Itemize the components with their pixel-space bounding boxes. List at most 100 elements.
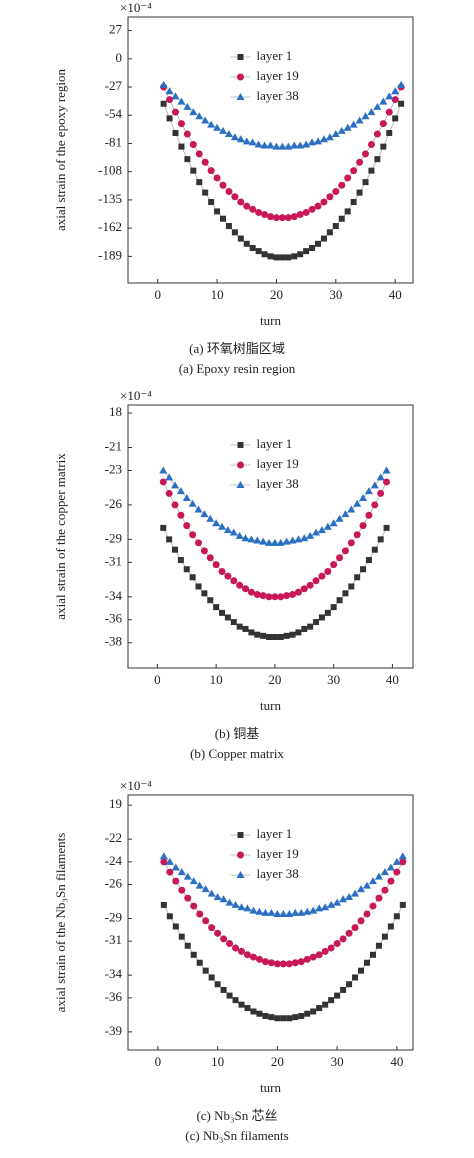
point [332,223,339,230]
legend-marker [237,442,244,448]
point [255,248,262,255]
point [266,141,275,149]
x-tick-label: 30 [331,1054,344,1069]
point [219,609,226,616]
point [220,986,227,993]
point [393,868,401,876]
y-tick-label: -26 [105,876,123,891]
point [265,538,274,546]
point [320,235,327,242]
point [202,917,210,925]
point [225,223,232,230]
point [314,202,322,210]
point [261,908,270,916]
point [177,511,185,519]
point [341,510,350,518]
point [350,198,357,205]
point [166,115,173,122]
point [367,141,375,149]
point [208,924,216,932]
x-tick-label: 20 [270,287,283,302]
point [288,536,297,544]
point [236,623,243,630]
point [273,910,282,917]
point [285,960,293,968]
point [225,188,233,196]
point [289,590,297,598]
y-tick-label: 18 [109,404,122,419]
x-tick-label: 20 [268,672,281,687]
point [327,900,336,908]
point [330,561,338,569]
y-tick-label: -27 [105,78,123,93]
caption: (c) Nb₃Sn 芯丝 [196,1108,277,1123]
point [368,877,377,885]
point [219,181,227,189]
y-axis-label: axial strain of the epoxy region [53,68,68,231]
x-tick-label: 0 [154,287,161,302]
point [381,886,389,894]
point [190,902,198,910]
point [271,593,279,601]
point [253,536,262,544]
point [374,156,381,163]
point [188,499,197,507]
point [332,188,340,196]
point [248,629,255,636]
point [352,974,359,981]
point [297,958,305,966]
legend-marker [236,93,245,100]
point [318,614,325,621]
caption: (c) Nb₃Sn filaments [185,1128,288,1143]
point [226,939,234,947]
point [397,80,406,88]
point [201,885,210,893]
point [351,889,360,897]
point [213,123,222,131]
point [207,597,214,604]
point [317,526,326,534]
legend-label: layer 1 [257,48,293,63]
point [324,568,332,576]
point [371,546,378,553]
point [250,1008,257,1015]
point [230,133,239,141]
y-tick-label: -31 [105,553,122,568]
point [206,554,214,562]
y-tick-label: -22 [105,830,122,845]
point [278,214,286,222]
point [172,108,179,116]
point [336,554,344,562]
point [159,80,168,88]
y-tick-label: -24 [105,853,123,868]
point [261,251,268,258]
point [229,528,238,536]
point [200,510,209,518]
point [172,923,179,930]
point [382,466,391,474]
y-tick-label: -38 [105,634,122,649]
point [242,625,249,632]
point [254,631,261,638]
point [296,211,304,219]
point [344,208,351,215]
point [254,140,263,148]
point [200,547,208,555]
point [339,895,348,903]
point [266,633,273,640]
point [308,205,316,213]
point [214,208,221,215]
point [255,907,264,915]
point [365,557,372,564]
x-tick-label: 40 [389,287,402,302]
point [340,986,347,993]
point [208,198,215,205]
point [302,140,311,148]
legend-marker [237,461,244,469]
x-tick-label: 20 [271,1054,284,1069]
point [296,141,305,149]
point [189,531,197,539]
point [219,895,228,903]
point [359,522,367,530]
